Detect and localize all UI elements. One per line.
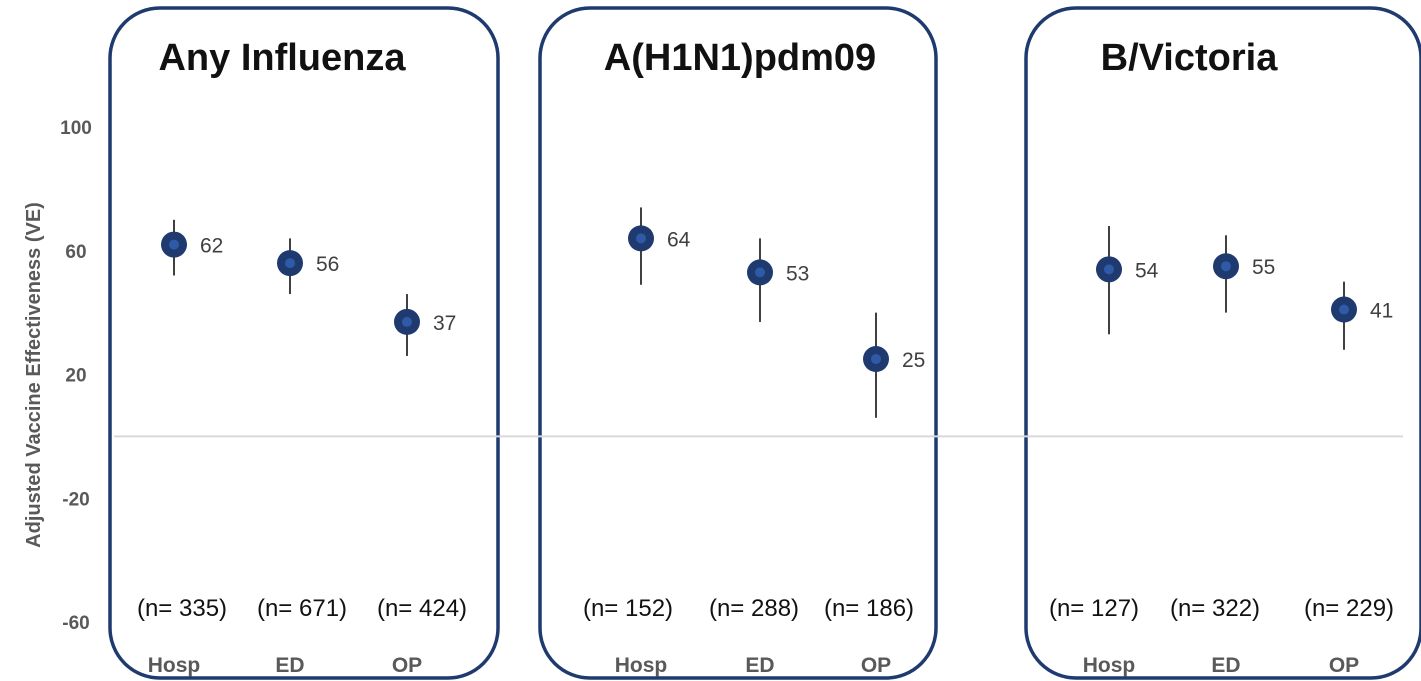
x-tick-label: ED (275, 654, 304, 677)
y-tick-label: 100 (60, 118, 92, 139)
x-tick-label: Hosp (615, 654, 668, 677)
x-tick-label: ED (745, 654, 774, 677)
x-tick-label: ED (1211, 654, 1240, 677)
sample-size-label: (n= 127) (1049, 595, 1139, 622)
ve-point-center (1339, 304, 1349, 315)
ve-data-label: 56 (316, 253, 339, 276)
x-tick-label: OP (1329, 654, 1359, 677)
x-tick-label: OP (392, 654, 422, 677)
y-tick-label: 60 (65, 242, 86, 263)
sample-size-label: (n= 335) (137, 595, 227, 622)
y-axis-label: Adjusted Vaccine Effectiveness (VE) (23, 202, 45, 548)
sample-size-label: (n= 424) (377, 595, 467, 622)
sample-size-label: (n= 322) (1170, 595, 1260, 622)
ve-data-label: 62 (200, 235, 223, 258)
ve-point-center (636, 233, 646, 244)
ve-point-center (755, 267, 765, 278)
sample-size-label: (n= 288) (709, 595, 799, 622)
panel-box (108, 6, 500, 680)
panel-title: Any Influenza (158, 37, 406, 79)
y-tick-label: -60 (62, 613, 89, 634)
panel-box (538, 6, 938, 680)
panel-title: A(H1N1)pdm09 (604, 37, 876, 79)
panel-boxes (108, 6, 1421, 680)
panel-title: B/Victoria (1101, 37, 1279, 79)
panel-box (1024, 6, 1421, 680)
y-tick-label: -20 (62, 489, 89, 510)
ve-point-center (285, 258, 295, 269)
ve-point-center (402, 316, 412, 327)
y-tick-label: 20 (65, 366, 86, 387)
labels: Any Influenza 62 (n= 335) Hosp 56 (n= 671) ED 3… (137, 37, 1394, 677)
ve-data-label: 55 (1252, 256, 1275, 279)
y-axis: Adjusted Vaccine Effectiveness (VE) 100 6… (23, 118, 92, 634)
markers (161, 207, 1357, 418)
ve-data-label: 64 (667, 228, 691, 251)
x-tick-label: Hosp (148, 654, 201, 677)
ve-data-label: 54 (1135, 259, 1159, 282)
sample-size-label: (n= 671) (257, 595, 347, 622)
sample-size-label: (n= 152) (583, 595, 673, 622)
ve-point-center (1221, 261, 1231, 272)
sample-size-label: (n= 186) (824, 595, 914, 622)
ve-data-label: 25 (902, 349, 925, 372)
sample-size-label: (n= 229) (1304, 595, 1394, 622)
ve-data-label: 37 (433, 312, 456, 335)
ve-point-center (1104, 264, 1114, 275)
ve-point-center (169, 239, 179, 250)
x-tick-label: Hosp (1083, 654, 1136, 677)
ve-data-label: 41 (1370, 300, 1393, 323)
x-tick-label: OP (861, 654, 891, 677)
ve-data-label: 53 (786, 262, 809, 285)
ve-point-center (871, 354, 881, 365)
